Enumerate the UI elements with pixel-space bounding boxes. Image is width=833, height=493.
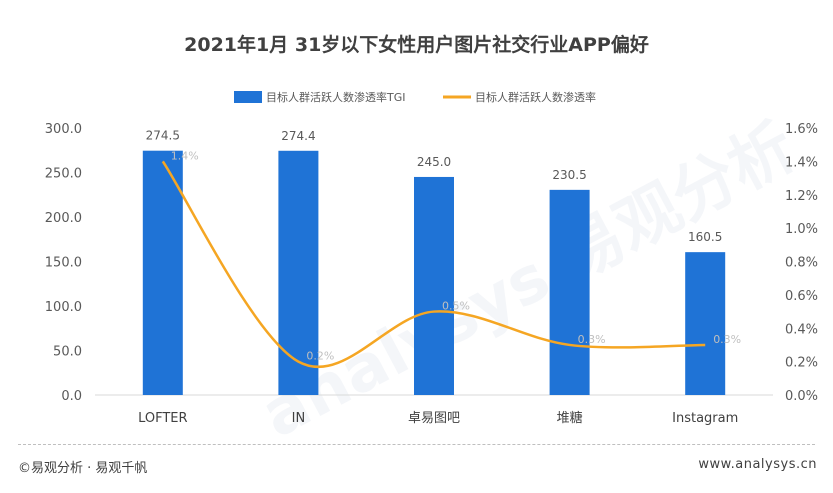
right-axis-tick: 0.2% — [785, 356, 818, 371]
left-axis-tick: 150.0 — [45, 256, 82, 271]
combo-chart: 目标人群活跃人数渗透率TGI 目标人群活跃人数渗透率 0.0 50.0 100.0 150… — [45, 90, 818, 426]
x-axis-tick: 卓易图吧 — [408, 411, 460, 426]
right-axis-tick: 1.6% — [785, 122, 818, 137]
line-value-label: 1.4% — [171, 149, 199, 162]
line-value-label: 0.3% — [713, 333, 741, 346]
bar — [142, 150, 183, 395]
right-axis-tick: 1.0% — [785, 222, 818, 237]
chart-title: 2021年1月 31岁以下女性用户图片社交行业APP偏好 — [184, 34, 649, 56]
left-axis-tick: 300.0 — [45, 122, 82, 137]
line-value-label: 0.3% — [578, 333, 606, 346]
bar — [685, 252, 726, 395]
right-axis-tick: 0.4% — [785, 322, 818, 337]
line-series — [161, 160, 706, 369]
bar-value-label: 274.4 — [281, 129, 315, 143]
legend-label-line: 目标人群活跃人数渗透率 — [475, 90, 596, 104]
left-axis-tick: 100.0 — [45, 300, 82, 315]
x-axis-tick: LOFTER — [138, 411, 187, 426]
right-axis-tick: 1.2% — [785, 189, 818, 204]
left-axis-tick: 200.0 — [45, 211, 82, 226]
footer-url[interactable]: www.analysys.cn — [698, 457, 817, 472]
line-value-label: 0.2% — [306, 350, 334, 363]
left-axis-tick: 250.0 — [45, 167, 82, 182]
legend-label-bar: 目标人群活跃人数渗透率TGI — [266, 90, 406, 104]
bar-value-label: 274.5 — [146, 129, 180, 143]
line-value-label: 0.5% — [442, 300, 470, 313]
right-axis-tick: 1.4% — [785, 155, 818, 170]
footer-divider — [18, 444, 815, 445]
right-axis-tick: 0.6% — [785, 289, 818, 304]
bar-value-label: 245.0 — [417, 155, 451, 169]
bar — [414, 176, 454, 395]
bar — [278, 150, 319, 395]
bar-value-label: 160.5 — [688, 230, 722, 244]
footer-source: ©易观分析 · 易观千帆 — [18, 461, 148, 476]
right-axis-tick: 0.8% — [785, 256, 818, 271]
x-axis-tick: Instagram — [672, 411, 738, 426]
left-axis-tick: 0.0 — [61, 389, 82, 404]
right-axis-tick: 0.0% — [785, 389, 818, 404]
left-axis-tick: 50.0 — [53, 345, 82, 360]
bar-value-label: 230.5 — [552, 168, 586, 182]
x-axis-tick: IN — [292, 411, 306, 426]
bar — [549, 189, 590, 395]
legend-swatch-bar — [234, 91, 262, 103]
x-axis-tick: 堆糖 — [557, 410, 583, 426]
